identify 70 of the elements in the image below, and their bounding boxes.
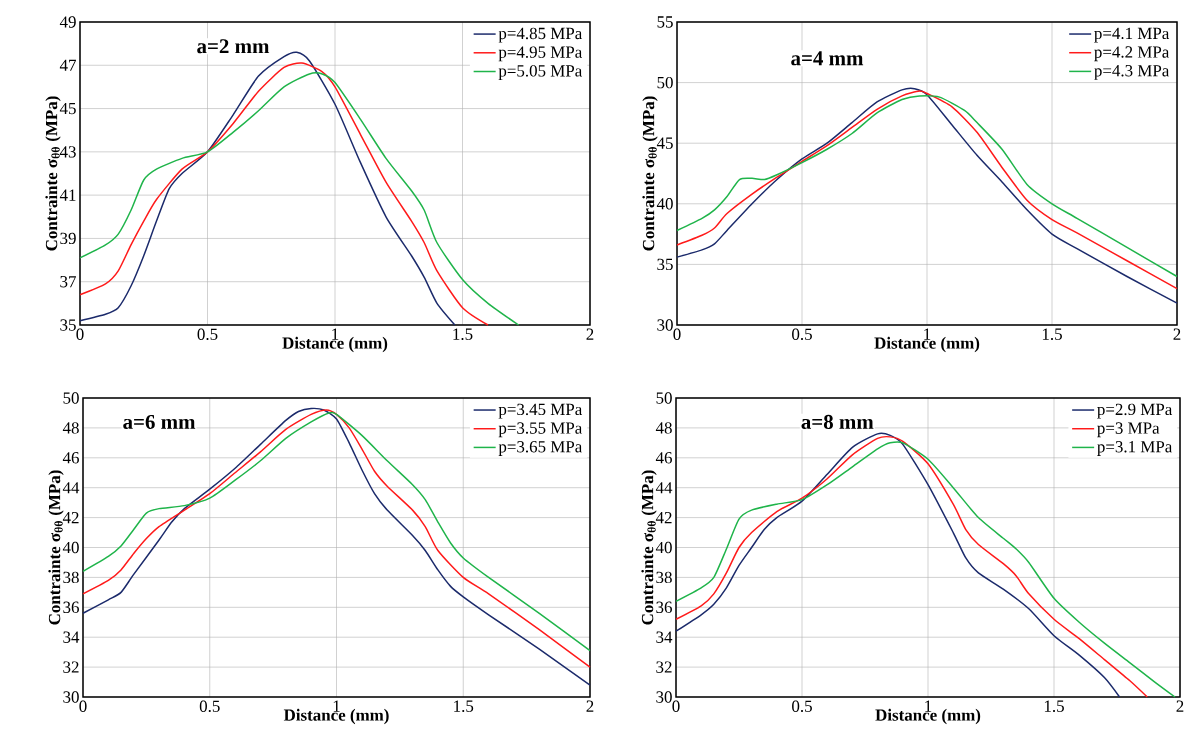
y-tick-label: 38 bbox=[63, 571, 79, 584]
y-axis-title: Contrainte σ$_{θθ}$ (MPa) bbox=[45, 96, 61, 251]
y-tick-label: 50 bbox=[656, 392, 672, 404]
legend-label: p=3 MPa bbox=[1097, 422, 1160, 438]
y-tick-label: 45 bbox=[59, 102, 76, 115]
legend-label: p=3.1 MPa bbox=[1097, 441, 1173, 456]
legend-label: p=3.45 MPa bbox=[498, 403, 583, 419]
y-tick-label: 44 bbox=[62, 482, 80, 494]
x-tick-label: 0.5 bbox=[792, 700, 812, 713]
x-tick-label: 1.5 bbox=[454, 700, 474, 712]
text: a=6 mm bbox=[123, 414, 196, 429]
text: a=4 mm bbox=[791, 51, 864, 66]
legend-label: p=3.55 MPa bbox=[498, 422, 583, 438]
x-tick-label: 1.5 bbox=[1044, 700, 1064, 712]
y-tick-label: 32 bbox=[656, 661, 672, 673]
x-tick-label: 0.5 bbox=[197, 328, 218, 341]
y-tick-label: 48 bbox=[655, 422, 672, 434]
x-tick-label: 0 bbox=[672, 700, 680, 712]
y-tick-label: 46 bbox=[655, 452, 672, 464]
legend-label: p=4.3 MPa bbox=[1094, 65, 1170, 80]
legend-label: p=5.05 MPa bbox=[498, 65, 583, 80]
legend-label: p=4.1 MPa bbox=[1094, 27, 1170, 43]
x-tick-label: 1.5 bbox=[453, 328, 473, 340]
x-tick-label: 2 bbox=[1173, 328, 1181, 340]
y-tick-label: 30 bbox=[63, 691, 79, 703]
y-tick-label: 41 bbox=[59, 189, 76, 201]
y-tick-label: 35 bbox=[60, 319, 76, 331]
x-tick-label: 2 bbox=[586, 700, 594, 712]
text: a=8 mm bbox=[801, 414, 874, 429]
y-tick-label: 30 bbox=[656, 691, 672, 703]
legend-label: p=3.65 MPa bbox=[498, 441, 583, 456]
y-tick-label: 55 bbox=[657, 16, 673, 28]
y-tick-label: 35 bbox=[657, 258, 673, 271]
x-tick-label: 0.5 bbox=[792, 328, 812, 341]
y-tick-label: 46 bbox=[62, 452, 79, 464]
y-tick-label: 34 bbox=[656, 631, 673, 643]
text: a=2 mm bbox=[197, 39, 270, 54]
y-tick-label: 32 bbox=[63, 661, 79, 673]
y-tick-label: 34 bbox=[63, 631, 80, 643]
y-tick-label: 40 bbox=[656, 198, 673, 210]
y-tick-label: 45 bbox=[656, 137, 673, 149]
y-tick-label: 39 bbox=[60, 232, 76, 245]
x-tick-label: 1.5 bbox=[1042, 328, 1062, 340]
legend-label: p=4.95 MPa bbox=[498, 46, 583, 62]
y-tick-label: 40 bbox=[62, 541, 79, 554]
y-tick-label: 44 bbox=[655, 482, 673, 494]
y-tick-label: 40 bbox=[655, 541, 672, 554]
x-tick-label: 0 bbox=[76, 328, 84, 340]
x-tick-label: 0 bbox=[79, 700, 87, 712]
y-tick-label: 50 bbox=[657, 76, 673, 89]
y-tick-label: 47 bbox=[59, 59, 76, 71]
x-tick-label: 2 bbox=[1176, 700, 1184, 712]
y-tick-label: 38 bbox=[656, 571, 672, 584]
y-axis-title: Contrainte σ$_{θθ}$ (MPa) bbox=[48, 470, 64, 625]
y-tick-label: 48 bbox=[62, 422, 79, 434]
y-tick-label: 49 bbox=[59, 16, 76, 28]
y-tick-label: 43 bbox=[59, 146, 76, 158]
legend-label: p=2.9 MPa bbox=[1097, 403, 1173, 419]
y-tick-label: 36 bbox=[63, 601, 79, 613]
legend-label: p=4.2 MPa bbox=[1094, 46, 1170, 62]
legend-label: p=4.85 MPa bbox=[498, 27, 583, 43]
y-tick-label: 50 bbox=[63, 392, 79, 404]
x-tick-label: 0.5 bbox=[199, 700, 220, 713]
x-tick-label: 0 bbox=[673, 328, 681, 340]
y-tick-label: 37 bbox=[60, 276, 76, 288]
y-axis-title: Contrainte σ$_{θθ}$ (MPa) bbox=[642, 96, 658, 251]
y-tick-label: 30 bbox=[657, 319, 673, 331]
x-tick-label: 2 bbox=[586, 328, 594, 340]
y-axis-title: Contrainte σ$_{θθ}$ (MPa) bbox=[641, 470, 657, 625]
y-tick-label: 36 bbox=[656, 601, 672, 613]
